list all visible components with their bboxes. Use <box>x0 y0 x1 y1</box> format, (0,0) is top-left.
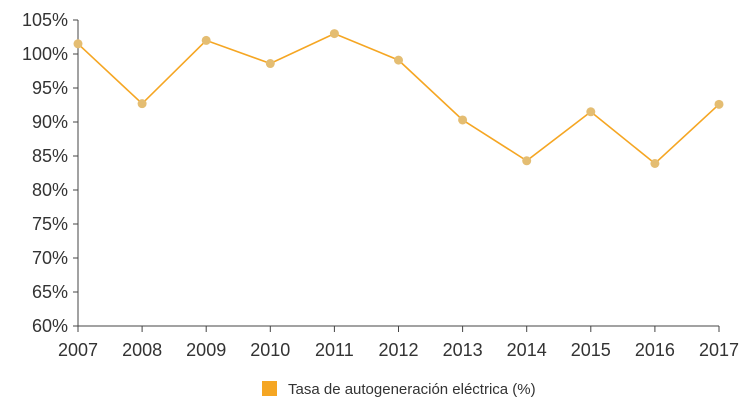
x-tick-label: 2008 <box>122 340 162 360</box>
x-tick-label: 2009 <box>186 340 226 360</box>
y-tick-label: 70% <box>32 248 68 268</box>
data-point <box>586 107 596 117</box>
x-axis-ticks: 2007 2008 2009 2010 2011 2012 2013 2014 2015 2016… <box>58 326 739 360</box>
y-tick-label: 90% <box>32 112 68 132</box>
data-point <box>201 35 211 45</box>
x-tick-label: 2011 <box>315 340 354 360</box>
x-tick-label: 2016 <box>635 340 675 360</box>
y-tick-label: 100% <box>22 44 68 64</box>
y-tick-label: 65% <box>32 282 68 302</box>
y-tick-label: 85% <box>32 146 68 166</box>
y-tick-label: 75% <box>32 214 68 234</box>
legend-swatch <box>262 381 277 396</box>
x-tick-label: 2010 <box>250 340 290 360</box>
data-point <box>265 59 275 69</box>
data-point <box>329 29 339 39</box>
x-tick-label: 2017 <box>699 340 739 360</box>
y-tick-label: 95% <box>32 78 68 98</box>
series-line-group <box>73 29 724 168</box>
chart-axes <box>77 20 719 327</box>
y-tick-label: 60% <box>32 316 68 336</box>
data-point <box>458 115 468 125</box>
x-tick-label: 2013 <box>443 340 483 360</box>
data-point <box>394 55 403 65</box>
x-tick-label: 2014 <box>507 340 547 360</box>
y-axis-ticks: 60% 65% 70% 75% 80% 85% 90% 95% 100% 105% <box>22 10 78 336</box>
x-tick-label: 2007 <box>58 340 98 360</box>
y-tick-label: 105% <box>22 10 68 30</box>
data-point <box>714 99 724 109</box>
legend: Tasa de autogeneración eléctrica (%) <box>262 381 536 398</box>
legend-label: Tasa de autogeneración eléctrica (%) <box>288 381 536 398</box>
x-tick-label: 2012 <box>378 340 418 360</box>
data-point <box>73 39 83 49</box>
y-tick-label: 80% <box>32 180 68 200</box>
series-line <box>77 32 720 165</box>
x-tick-label: 2015 <box>571 340 611 360</box>
data-point <box>137 99 147 109</box>
data-point <box>522 156 532 166</box>
data-point <box>650 158 660 168</box>
